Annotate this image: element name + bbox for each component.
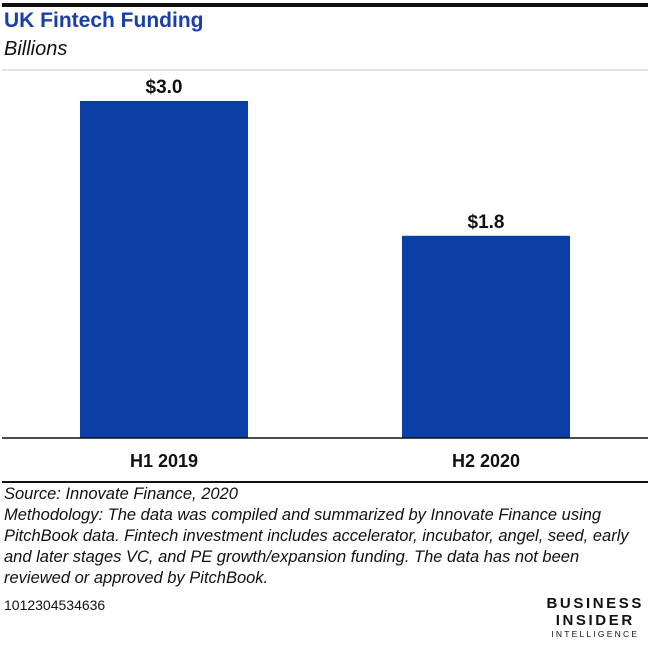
- value-label-h2-2020: $1.8: [468, 212, 505, 233]
- category-label-h1-2019: H1 2019: [130, 451, 198, 471]
- value-labels-group: $3.0 $1.8: [146, 77, 505, 233]
- brand-line-intelligence: INTELLIGENCE: [551, 629, 640, 639]
- methodology-note: Methodology: The data was compiled and s…: [4, 506, 629, 587]
- category-labels-group: H1 2019 H2 2020: [130, 451, 520, 471]
- value-label-h1-2019: $3.0: [146, 77, 183, 98]
- footnotes: Source: Innovate Finance, 2020 Methodolo…: [4, 484, 644, 589]
- business-insider-intelligence-logo: BUSINESS INSIDER INTELLIGENCE: [547, 595, 645, 640]
- source-note: Source: Innovate Finance, 2020: [4, 485, 238, 503]
- top-rule: [2, 3, 648, 7]
- brand-line-business: BUSINESS: [546, 595, 644, 612]
- category-label-h2-2020: H2 2020: [452, 451, 520, 471]
- chart-subtitle: Billions: [4, 38, 68, 60]
- footer-rule: [2, 481, 648, 483]
- bar-h1-2019: [80, 101, 248, 438]
- chart-id: 1012304534636: [4, 597, 106, 613]
- bars-group: [80, 101, 570, 438]
- bar-chart: $3.0 $1.8 H1 2019 H2 2020: [2, 69, 648, 471]
- chart-title: UK Fintech Funding: [4, 9, 204, 32]
- bar-h2-2020: [402, 235, 570, 438]
- brand-line-insider: INSIDER: [555, 612, 635, 629]
